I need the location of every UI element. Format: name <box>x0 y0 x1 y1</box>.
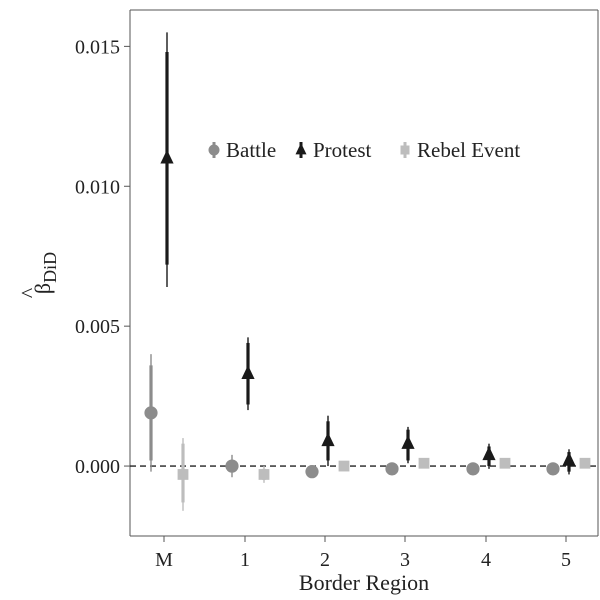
x-ticks: M 1 2 3 4 5 <box>155 536 571 571</box>
point-marker <box>321 432 335 447</box>
x-tick-label: 4 <box>481 549 491 571</box>
legend: Battle Protest Rebel Event <box>208 138 520 162</box>
x-tick-label: 3 <box>400 549 410 571</box>
legend-symbol-marker <box>208 144 220 156</box>
legend-label: Battle <box>226 138 276 162</box>
point-marker <box>385 462 399 476</box>
y-tick-label: 0.000 <box>75 456 120 478</box>
point-marker <box>225 459 239 473</box>
legend-label: Protest <box>313 138 372 162</box>
svg-text:βDiD: βDiD <box>30 252 60 294</box>
y-tick-label: 0.015 <box>75 36 120 58</box>
point-marker <box>466 462 480 476</box>
y-axis-title: βDiD ^ <box>16 252 60 298</box>
x-tick-label: 1 <box>240 549 250 571</box>
legend-label: Rebel Event <box>417 138 520 162</box>
x-tick-label: M <box>155 549 173 571</box>
axes <box>129 9 599 537</box>
series-rebel-event <box>177 438 591 511</box>
point-marker <box>258 469 270 480</box>
point-marker <box>401 435 415 449</box>
x-axis-title: Border Region <box>299 570 429 595</box>
point-marker <box>160 149 174 164</box>
x-tick-label: 5 <box>561 549 571 571</box>
point-marker <box>241 365 255 379</box>
x-tick-label: 2 <box>320 549 330 571</box>
y-axis-title-hat: ^ <box>16 287 41 298</box>
point-marker <box>579 457 591 469</box>
y-axis-title-symbol: β <box>30 283 55 294</box>
point-marker <box>418 457 430 469</box>
y-axis-title-subscript: DiD <box>40 252 60 283</box>
data-marks <box>144 32 591 511</box>
point-marker <box>482 446 496 461</box>
y-ticks: 0.000 0.005 0.010 0.015 <box>75 36 130 478</box>
y-tick-label: 0.010 <box>75 176 120 198</box>
legend-item-protest: Protest <box>295 138 372 162</box>
series-protest <box>160 32 576 475</box>
y-tick-label: 0.005 <box>75 316 120 338</box>
point-marker <box>177 469 189 480</box>
point-marker <box>562 451 576 466</box>
legend-item-rebel-event: Rebel Event <box>400 138 520 162</box>
legend-symbol-marker <box>400 145 410 155</box>
point-marker <box>144 406 158 420</box>
point-marker <box>338 460 350 472</box>
point-marker <box>305 465 319 479</box>
legend-item-battle: Battle <box>208 138 276 162</box>
series-battle <box>144 354 560 479</box>
legend-symbol-marker <box>295 142 307 155</box>
point-marker <box>499 457 511 469</box>
point-marker <box>546 462 560 476</box>
